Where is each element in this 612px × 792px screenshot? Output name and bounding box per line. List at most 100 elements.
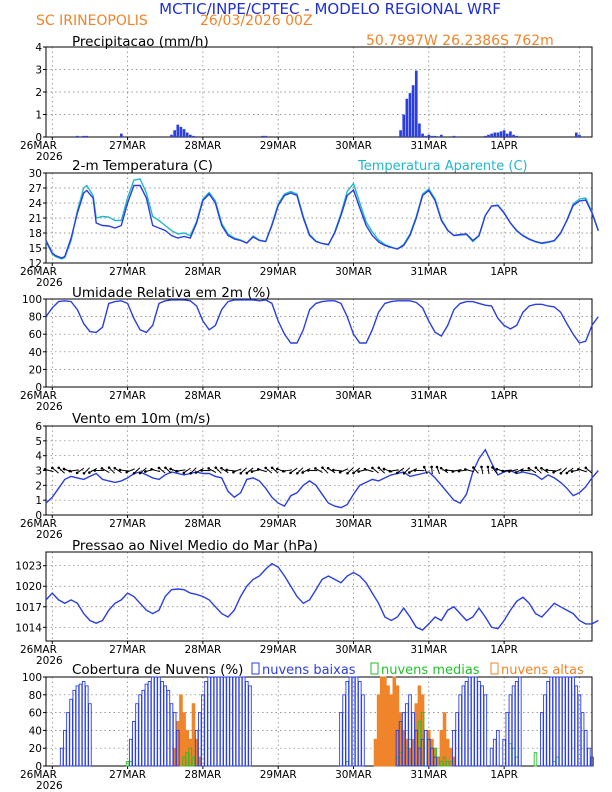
panel-0: 0 1 2 3 4 26MAR 27MAR 28MAR 29MAR 30MAR 31MAR 1APR 2… xyxy=(20,42,593,163)
wind-arrow xyxy=(246,467,254,474)
cloud-low-bar xyxy=(430,747,434,767)
precip-bar xyxy=(170,134,173,137)
apparent-temp-line xyxy=(45,178,599,260)
wind-arrow-head xyxy=(527,467,531,470)
y-tick-label: 12 xyxy=(29,258,42,270)
precip-bar xyxy=(505,133,509,137)
wind-arrow-head xyxy=(382,467,386,471)
y-tick-label: 1020 xyxy=(15,581,42,593)
cloud-low-bar xyxy=(226,676,230,767)
precip-bar xyxy=(185,132,189,137)
cloud-low-bar xyxy=(433,756,437,767)
wind-arrow-head xyxy=(363,467,367,471)
precip-bar xyxy=(509,131,512,137)
y-tick-label: 1 xyxy=(35,495,42,507)
cloud-low-bar xyxy=(248,685,252,767)
y-tick-label: 20 xyxy=(29,743,42,755)
y-tick-label: 1 xyxy=(35,110,42,122)
x-tick-label: 29MAR xyxy=(260,769,297,781)
x-year-label: 2026 xyxy=(36,277,63,289)
wind-arrow-head xyxy=(338,470,342,474)
wind-arrow xyxy=(353,467,361,474)
wind-arrow-head xyxy=(93,469,97,472)
x-tick-label: 31MAR xyxy=(410,140,447,152)
x-tick-label: 29MAR xyxy=(260,390,297,402)
cloud-high-bar xyxy=(386,685,390,767)
wind-arrow-head xyxy=(68,469,72,473)
wind-arrow-head xyxy=(275,467,279,471)
temp-title: 2-m Temperatura (C) xyxy=(72,158,213,174)
x-tick-label: 31MAR xyxy=(410,644,447,656)
temp-legend: Temperatura Aparente (C) xyxy=(357,159,528,174)
cloud-mid-bar xyxy=(533,752,538,767)
cloud-low-bar xyxy=(492,738,497,767)
wind-arrow-head xyxy=(402,472,406,475)
cloud-low-bar xyxy=(219,676,224,767)
y-tick-label: 60 xyxy=(29,708,42,720)
cloud-low-bar xyxy=(514,681,519,767)
precip-bar xyxy=(414,70,418,137)
cloud-low-bar xyxy=(483,694,488,767)
cloud-mid-bar xyxy=(188,747,193,767)
x-tick-label: 31MAR xyxy=(410,769,447,781)
cloud-mid-bar xyxy=(449,761,453,767)
x-tick-label: 30MAR xyxy=(335,518,372,530)
wind-arrow-head xyxy=(507,470,511,473)
x-tick-label: 27MAR xyxy=(109,518,146,530)
wind-arrow xyxy=(76,467,85,474)
x-tick-label: 31MAR xyxy=(410,390,447,402)
cloud-low-bar xyxy=(166,689,171,767)
wind-arrow-head xyxy=(486,465,490,469)
cloud-high-bar xyxy=(379,676,384,767)
x-tick-label: 27MAR xyxy=(109,140,146,152)
y-tick-label: 0 xyxy=(35,761,42,773)
wind-arrow-head xyxy=(194,471,198,474)
wind-speed-line xyxy=(45,448,599,509)
y-tick-label: 40 xyxy=(29,725,42,737)
x-tick-label: 29MAR xyxy=(260,140,297,152)
cloud-low-bar xyxy=(342,694,346,767)
wind-arrow xyxy=(240,467,247,474)
wind-arrow xyxy=(89,468,98,473)
wind-arrow xyxy=(165,467,172,474)
cloud-low-bar xyxy=(361,694,365,767)
cloud-low-bar xyxy=(580,712,585,767)
wind-arrow-head xyxy=(395,471,399,475)
cloud-low-bar xyxy=(455,712,459,767)
x-tick-label: 1APR xyxy=(490,266,518,278)
wind-arrow xyxy=(403,467,411,474)
wind-arrow xyxy=(333,469,343,472)
cloud-low-bar xyxy=(414,729,419,767)
cloud-low-bar xyxy=(345,681,350,767)
x-year-label: 2026 xyxy=(36,151,63,163)
wind-arrow xyxy=(315,467,323,474)
x-tick-label: 27MAR xyxy=(109,390,146,402)
precip-bar xyxy=(430,135,434,137)
cloud-mid-bar xyxy=(185,752,189,767)
pressure-title: Pressao ao Nivel Medio do Mar (hPa) xyxy=(72,538,318,554)
wind-arrow xyxy=(69,469,79,472)
x-tick-label: 30MAR xyxy=(335,769,372,781)
x-tick-label: 29MAR xyxy=(260,644,297,656)
legend-box-low xyxy=(251,662,260,675)
wind-arrow-head xyxy=(113,466,117,470)
wind-arrow xyxy=(195,468,204,473)
wind-arrow-head xyxy=(377,466,381,470)
wind-arrow xyxy=(183,467,191,474)
x-tick-label: 26MAR xyxy=(20,390,57,402)
wind-arrow-head xyxy=(491,466,494,469)
precip-bar xyxy=(82,135,85,137)
y-tick-label: 24 xyxy=(29,198,43,210)
wind-arrow xyxy=(139,467,147,474)
precip-bar xyxy=(490,133,493,137)
wind-arrow-head xyxy=(256,467,260,471)
cloud-mid-bar xyxy=(182,756,186,767)
wind-arrow-head xyxy=(75,471,79,475)
cloud-low-bar xyxy=(128,738,133,767)
panel-frame xyxy=(45,298,593,388)
wind-arrow-head xyxy=(125,470,129,474)
precip-bar xyxy=(402,114,406,137)
cloud-low-bar xyxy=(339,712,343,767)
x-tick-label: 27MAR xyxy=(109,644,146,656)
wind-arrow xyxy=(215,467,222,474)
